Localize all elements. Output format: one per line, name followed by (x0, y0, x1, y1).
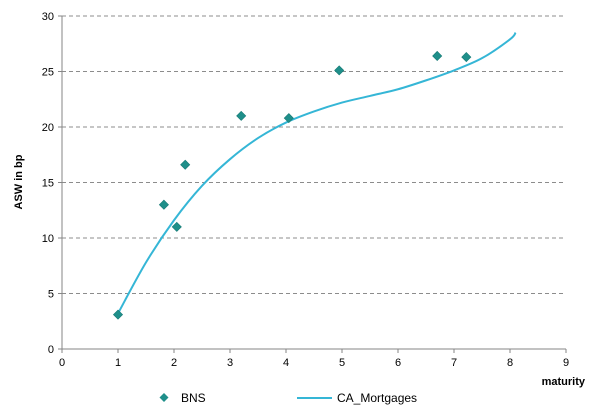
data-point-bns (334, 65, 345, 76)
tick-labels: 0 5 10 15 20 25 30 0 1 2 3 4 5 6 7 8 9 (42, 11, 569, 369)
data-point-bns (180, 159, 191, 170)
x-tick-label: 1 (115, 357, 121, 369)
x-tick-label: 4 (283, 357, 289, 369)
y-tick-label: 20 (42, 122, 54, 134)
legend-label-ca-mortgages: CA_Mortgages (337, 391, 417, 405)
legend-item-ca-mortgages: CA_Mortgages (297, 391, 417, 405)
x-tick-label: 5 (339, 357, 345, 369)
x-tick-label: 3 (227, 357, 233, 369)
y-tick-label: 10 (42, 233, 54, 245)
series-line-ca-mortgages (117, 32, 517, 314)
data-point-bns (158, 199, 169, 210)
y-tick-label: 0 (48, 344, 54, 356)
fitted-curve-layer (117, 32, 517, 314)
data-point-bns (112, 309, 124, 320)
y-tick-label: 30 (42, 11, 54, 23)
x-tick-label: 0 (59, 357, 65, 369)
legend: BNS CA_Mortgages (159, 391, 417, 405)
legend-item-bns: BNS (159, 391, 206, 405)
x-tick-label: 7 (451, 357, 457, 369)
x-tick-label: 6 (395, 357, 401, 369)
y-tick-label: 25 (42, 67, 54, 79)
data-point-bns (171, 221, 182, 232)
y-tick-label: 5 (48, 289, 54, 301)
x-tick-label: 8 (507, 357, 513, 369)
legend-label-bns: BNS (181, 391, 206, 405)
x-axis-title: maturity (542, 376, 586, 388)
data-points-layer (112, 50, 472, 320)
x-tick-label: 2 (171, 357, 177, 369)
diamond-marker-icon (159, 393, 169, 402)
data-point-bns (283, 113, 294, 124)
gridlines (62, 15, 566, 294)
y-tick-label: 15 (42, 178, 54, 190)
data-point-bns (461, 52, 472, 63)
data-point-bns (236, 110, 247, 121)
y-axis-title: ASW in bp (13, 154, 25, 209)
x-tick-label: 9 (563, 357, 569, 369)
data-point-bns (432, 50, 443, 61)
